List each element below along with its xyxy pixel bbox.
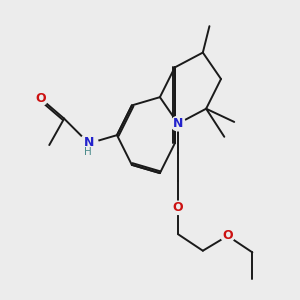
Text: N: N: [173, 117, 183, 130]
Circle shape: [221, 229, 234, 242]
Circle shape: [172, 201, 185, 214]
Text: N: N: [84, 136, 94, 148]
Text: H: H: [84, 147, 92, 157]
Circle shape: [80, 134, 98, 153]
Circle shape: [171, 116, 185, 131]
Text: O: O: [36, 92, 46, 105]
Text: O: O: [173, 201, 183, 214]
Text: O: O: [222, 230, 233, 242]
Circle shape: [34, 92, 48, 105]
